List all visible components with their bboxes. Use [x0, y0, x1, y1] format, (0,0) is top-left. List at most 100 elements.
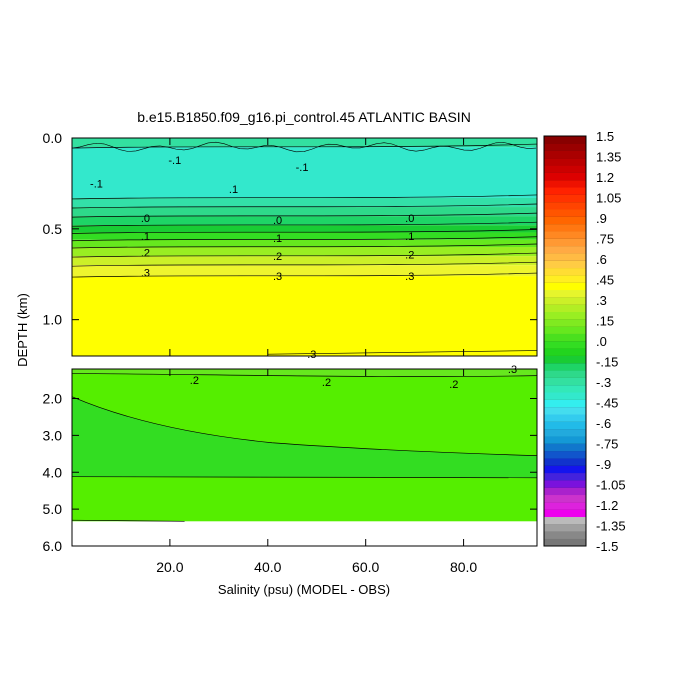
colorbar-swatch — [544, 194, 586, 203]
upper-band-1 — [72, 147, 537, 198]
contour-label: .2 — [449, 379, 458, 391]
colorbar-swatch — [544, 297, 586, 305]
colorbar-label: .3 — [596, 293, 607, 308]
y-tick-label: 0.5 — [43, 221, 63, 237]
colorbar-swatch — [544, 187, 586, 195]
colorbar-swatch — [544, 406, 586, 415]
colorbar-swatch — [544, 150, 586, 159]
colorbar-swatch — [544, 223, 586, 232]
colorbar-swatch — [544, 245, 586, 254]
lower-contour-line — [71, 519, 185, 522]
colorbar-swatch — [544, 384, 586, 393]
colorbar-swatch — [544, 494, 586, 503]
x-tick-label: 60.0 — [352, 559, 379, 575]
colorbar-frame — [543, 135, 587, 547]
contour-label: .0 — [141, 213, 150, 225]
colorbar-swatch — [544, 282, 586, 291]
surface-contour — [71, 141, 537, 153]
lower-contour-line — [71, 476, 538, 479]
contour-label: .2 — [405, 249, 414, 261]
colorbar-swatch — [544, 472, 586, 481]
colorbar-label: .75 — [596, 232, 614, 247]
upper-contour-line — [71, 243, 538, 249]
colorbar-swatch — [544, 414, 586, 422]
y-axis-label: DEPTH (km) — [15, 293, 30, 367]
upper-band-10 — [72, 265, 537, 277]
contour-label: .3 — [508, 364, 517, 376]
colorbar-label: -.15 — [596, 355, 618, 370]
colorbar-swatch — [544, 450, 586, 459]
contour-label: .3 — [273, 271, 282, 283]
y-tick-label: 6.0 — [43, 538, 63, 554]
colorbar-swatch — [544, 502, 586, 510]
colorbar-swatch — [544, 238, 586, 247]
contour-label: .0 — [273, 215, 282, 227]
colorbar-swatch — [544, 136, 586, 144]
colorbar-label: 1.35 — [596, 150, 621, 165]
colorbar-swatch — [544, 524, 586, 532]
colorbar-label: -.3 — [596, 375, 611, 390]
colorbar-label: -1.2 — [596, 498, 618, 513]
colorbar-swatch — [544, 487, 586, 496]
lower-contour-line — [71, 373, 538, 377]
upper-panel: -.1 -.1 .1 -.1 .0 .0 .0 .1 .1 .1 .2 .2 .2 .3 .3 .3 .3 0.0… — [43, 130, 538, 361]
colorbar-swatch — [544, 428, 586, 437]
y-tick-label: 3.0 — [43, 427, 63, 443]
colorbar-swatch — [544, 509, 586, 518]
colorbar-swatch — [544, 179, 586, 188]
chart-title: b.e15.B1850.f09_g16.pi_control.45 ATLANT… — [137, 109, 471, 125]
upper-band-2 — [72, 197, 537, 208]
colorbar-label: -1.35 — [596, 519, 626, 534]
upper-band-0 — [72, 138, 537, 148]
colorbar-label: -.9 — [596, 457, 611, 472]
contour-label: -.1 — [296, 162, 309, 174]
contour-label: .1 — [229, 184, 238, 196]
contour-label: .1 — [405, 231, 414, 243]
colorbar-swatch — [544, 443, 586, 452]
colorbar-swatch — [544, 377, 586, 386]
colorbar-swatch — [544, 355, 586, 364]
y-tick-label: 5.0 — [43, 501, 63, 517]
colorbar-swatch — [544, 289, 586, 298]
y-tick-label: 0.0 — [43, 130, 63, 146]
colorbar-swatch — [544, 267, 586, 276]
colorbar-label: -1.05 — [596, 478, 626, 493]
lower-frame — [71, 368, 538, 547]
colorbar-swatch — [544, 253, 586, 261]
upper-band-9 — [72, 256, 537, 266]
upper-band-8 — [72, 247, 537, 257]
colorbar-swatch — [544, 326, 586, 334]
colorbar-swatch — [544, 399, 586, 408]
colorbar: 1.5 1.35 1.2 1.05 .9 .75 .6 .45 .3 .15 .0 -.15 -.3 -.… — [543, 129, 626, 554]
colorbar-swatch — [544, 480, 586, 488]
upper-band-11 — [72, 276, 537, 356]
y-tick-label: 4.0 — [43, 464, 63, 480]
y-tick-label: 2.0 — [43, 391, 63, 407]
lower-panel: .2 .2 .2 .3 2.0 3.0 4.0 5.0 6.0 — [43, 364, 538, 554]
colorbar-swatch — [544, 516, 586, 525]
x-tick-label: 40.0 — [254, 559, 281, 575]
contour-label: .3 — [405, 271, 414, 283]
colorbar-swatch — [544, 165, 586, 173]
contour-label: .3 — [307, 349, 316, 361]
upper-contour-line — [71, 221, 538, 227]
colorbar-swatch — [544, 275, 586, 283]
colorbar-swatch — [544, 201, 586, 210]
upper-contour-line — [71, 229, 538, 234]
colorbar-swatch — [544, 304, 586, 313]
lower-contour-line — [71, 396, 538, 457]
contour-label: .2 — [273, 251, 282, 263]
contour-label: .2 — [141, 247, 150, 259]
colorbar-swatch — [544, 172, 586, 181]
colorbar-swatch — [544, 348, 586, 356]
colorbar-swatch — [544, 370, 586, 378]
colorbar-label: -.45 — [596, 396, 618, 411]
colorbar-swatch — [544, 231, 586, 239]
colorbar-label: -.75 — [596, 437, 618, 452]
colorbar-swatch — [544, 421, 586, 430]
x-tick-label: 20.0 — [156, 559, 183, 575]
contour-label: .3 — [141, 267, 150, 279]
colorbar-swatch — [544, 333, 586, 342]
colorbar-swatch — [544, 311, 586, 320]
